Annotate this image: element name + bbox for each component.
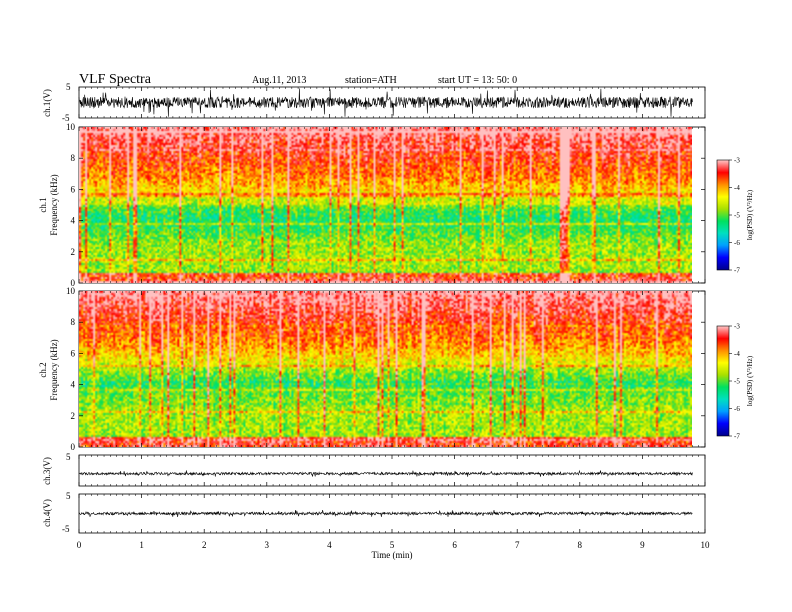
date-label: Aug.11, 2013 xyxy=(252,75,306,86)
y-tick-label: 4 xyxy=(71,216,76,226)
ch1-spectrogram-yticks: 0 2 4 6 8 10 xyxy=(66,122,705,288)
ch2-spectrogram-yticks: 0 2 4 6 8 10 xyxy=(66,286,705,452)
station-label: station=ATH xyxy=(345,75,397,86)
x-tick-label: 1 xyxy=(139,540,144,550)
ch1-colorbar-ticks: -3 -4 -5 -6 -7 xyxy=(729,157,740,275)
time-axis-ticks: 0 1 2 3 4 5 6 7 8 9 10 xyxy=(77,87,710,550)
ch1-colorbar xyxy=(717,160,729,270)
colorbar-tick-label: -4 xyxy=(734,184,740,192)
ch1-spectrogram-channel: ch.1 xyxy=(38,197,48,212)
waveform-trace xyxy=(78,469,693,477)
x-tick-label: 10 xyxy=(701,540,711,550)
ch4-ytick-bottom: -5 xyxy=(62,524,70,534)
x-tick-label: 7 xyxy=(515,540,520,550)
y-tick-label: 8 xyxy=(71,317,76,327)
colorbar-tick-label: -6 xyxy=(734,405,740,413)
x-tick-label: 5 xyxy=(390,540,395,550)
ch3-waveform-series xyxy=(78,469,693,477)
y-tick-label: 0 xyxy=(71,442,76,452)
y-tick-label: 2 xyxy=(71,247,76,257)
ch4-ytick-top: 5 xyxy=(66,491,71,501)
time-axis-label: Time (min) xyxy=(372,550,413,560)
x-tick-label: 9 xyxy=(640,540,645,550)
y-tick-label: 6 xyxy=(71,184,76,194)
ch4-waveform-series xyxy=(78,509,693,518)
x-tick-label: 0 xyxy=(77,540,82,550)
ch2-spectrogram-image xyxy=(79,291,692,447)
y-tick-label: 10 xyxy=(66,122,76,132)
x-tick-label: 8 xyxy=(578,540,583,550)
ch3-ytick-top: 5 xyxy=(66,452,71,462)
ch1-waveform-series xyxy=(78,88,693,117)
ch2-spectrogram-ylabel: Frequency (kHz) xyxy=(49,339,59,400)
waveform-trace xyxy=(78,509,693,518)
colorbar-tick-label: -5 xyxy=(734,378,740,386)
y-tick-label: 0 xyxy=(71,278,76,288)
ch4-waveform-ylabel: ch.4(V) xyxy=(42,499,52,527)
ch2-colorbar-label: log(PSD) (V²/Hz) xyxy=(746,355,754,406)
colorbar-tick-label: -3 xyxy=(734,323,740,331)
y-tick-label: 4 xyxy=(71,380,76,390)
x-tick-label: 2 xyxy=(202,540,207,550)
colorbar-tick-label: -7 xyxy=(734,267,740,275)
ch1-spectrogram-image xyxy=(79,127,692,283)
ch3-waveform-ylabel: ch.3(V) xyxy=(42,457,52,485)
x-tick-label: 6 xyxy=(452,540,457,550)
ch3-waveform-frame xyxy=(78,454,706,487)
ch2-spectrogram-channel: ch.2 xyxy=(38,362,48,377)
x-tick-label: 3 xyxy=(265,540,270,550)
colorbar-tick-label: -3 xyxy=(734,157,740,165)
colorbar-tick-label: -5 xyxy=(734,212,740,220)
waveform-trace xyxy=(78,88,693,117)
colorbar-tick-label: -4 xyxy=(734,350,740,358)
y-tick-label: 6 xyxy=(71,348,76,358)
ch1-waveform-panel: 5 -5 ch.1(V) xyxy=(42,82,706,123)
y-tick-label: 2 xyxy=(71,411,76,421)
ch2-colorbar xyxy=(717,326,729,436)
x-tick-label: 4 xyxy=(327,540,332,550)
colorbar-tick-label: -6 xyxy=(734,239,740,247)
ch1-ytick-bottom: -5 xyxy=(62,113,70,123)
ch3-waveform-panel: 5 ch.3(V) xyxy=(42,452,706,487)
y-tick-label: 10 xyxy=(66,286,76,296)
start-time-label: start UT = 13: 50: 0 xyxy=(438,75,517,86)
ch2-colorbar-ticks: -3 -4 -5 -6 -7 xyxy=(729,323,740,441)
ch1-waveform-ylabel: ch.1(V) xyxy=(42,89,52,117)
ch1-ytick-top: 5 xyxy=(66,82,71,92)
y-tick-label: 8 xyxy=(71,153,76,163)
ch1-spectrogram-ylabel: Frequency (kHz) xyxy=(49,174,59,235)
ch1-colorbar-label: log(PSD) (V²/Hz) xyxy=(746,189,754,240)
figure-title: VLF Spectra xyxy=(79,72,152,87)
ch4-waveform-panel: 5 -5 ch.4(V) xyxy=(42,491,706,534)
colorbar-tick-label: -7 xyxy=(734,433,740,441)
